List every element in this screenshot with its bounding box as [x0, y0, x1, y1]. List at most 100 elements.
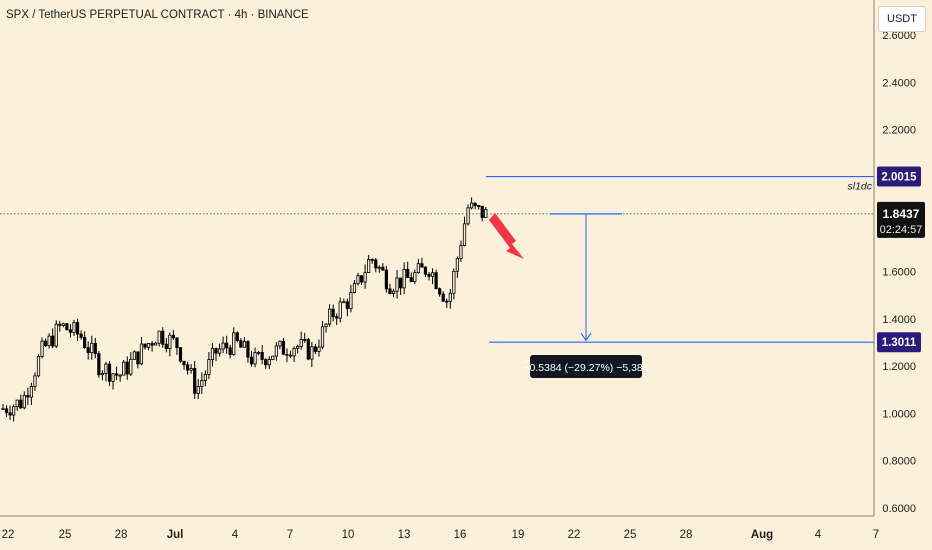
candle-body — [200, 380, 204, 387]
level-bottom-badge-bg — [877, 332, 921, 353]
candle-body — [342, 301, 346, 304]
candle-body — [93, 342, 97, 355]
candle-body — [214, 347, 218, 354]
candle-body — [90, 342, 94, 353]
candle-body — [4, 408, 9, 414]
candle-body — [122, 361, 126, 376]
candle-body — [377, 266, 381, 269]
measure-tooltip-bg — [530, 355, 642, 378]
candle-body — [473, 202, 477, 206]
candle-body — [256, 352, 261, 354]
candle-body — [185, 364, 190, 371]
candle-body — [111, 373, 115, 382]
candle-body — [118, 374, 122, 377]
candle-body — [459, 245, 463, 259]
candle-body — [143, 343, 147, 348]
candle-body — [68, 329, 73, 333]
candle-body — [235, 332, 239, 342]
candle-body — [58, 323, 62, 326]
price-tick-label: 1.4000 — [882, 314, 916, 326]
candle-body — [189, 368, 193, 371]
candle-body — [139, 343, 144, 365]
candle-body — [40, 340, 44, 357]
time-tick-label: 4 — [232, 529, 239, 541]
candle-body — [150, 343, 154, 346]
candle-body — [278, 340, 282, 347]
level-top-badge-bg — [877, 166, 921, 187]
time-tick-label: 16 — [454, 529, 467, 541]
time-tick-label: 13 — [398, 529, 411, 541]
candle-body — [246, 341, 250, 358]
price-tick-label: 2.6000 — [882, 30, 916, 42]
candle-body — [445, 300, 449, 303]
candle-body — [455, 258, 460, 272]
candle-body — [427, 273, 431, 277]
candle-body — [178, 347, 183, 362]
measure-arrowhead — [580, 332, 592, 342]
candle-body — [480, 205, 484, 219]
candle-body — [161, 330, 165, 345]
candle-body — [157, 330, 161, 344]
candle-body — [356, 275, 360, 285]
candle-body — [203, 374, 207, 381]
price-tick-label: 2.2000 — [882, 125, 916, 137]
candle-body — [47, 335, 51, 347]
price-tick-label: 0.6000 — [882, 503, 916, 515]
candle-body — [29, 386, 34, 398]
candle-body — [8, 412, 12, 416]
candle-body — [175, 337, 179, 349]
currency-selector[interactable]: USDT — [878, 6, 926, 32]
candle-body — [331, 308, 335, 318]
price-tick-label: 1.2000 — [882, 361, 916, 373]
candle-body — [125, 361, 129, 375]
candle-body — [132, 351, 136, 360]
candle-body — [129, 358, 133, 375]
candle-body — [299, 339, 303, 347]
candle-body — [384, 269, 389, 290]
candle-body — [182, 360, 186, 366]
candle-body — [395, 277, 399, 292]
candle-body — [19, 399, 23, 409]
time-tick-label: 7 — [873, 529, 879, 541]
candle-body — [462, 223, 467, 246]
candle-body — [239, 340, 243, 348]
candle-body — [285, 353, 289, 356]
candle-body — [193, 368, 197, 394]
time-tick-label: 19 — [512, 529, 525, 541]
candle-body — [452, 270, 456, 294]
candle-body — [83, 337, 87, 349]
candle-body — [210, 347, 215, 360]
candle-body — [36, 356, 41, 377]
candle-body — [33, 375, 37, 387]
candle-body — [434, 272, 438, 290]
candle-body — [154, 342, 158, 346]
candle-body — [345, 301, 349, 310]
candle-body — [367, 259, 371, 273]
candle-body — [61, 323, 65, 326]
candle-body — [15, 399, 19, 408]
level-top-badge: 2.0015 — [881, 172, 917, 184]
candle-body — [75, 322, 80, 335]
candle-body — [288, 354, 293, 357]
candle-body — [370, 259, 374, 261]
time-tick-label: 28 — [115, 529, 128, 541]
candle-body — [22, 394, 26, 409]
candle-body — [207, 359, 211, 375]
candle-body — [441, 293, 445, 302]
chart-title: SPX / TetherUS PERPETUAL CONTRACT · 4h ·… — [6, 9, 309, 21]
candle-body — [398, 277, 403, 289]
candle-body — [228, 347, 232, 355]
candle-body — [97, 353, 101, 376]
candle-body — [72, 322, 76, 333]
candle-body — [469, 202, 474, 209]
level-bottom-badge: 1.3011 — [882, 337, 917, 349]
candle-body — [406, 268, 410, 278]
candle-body — [242, 341, 246, 348]
candle-body — [338, 301, 342, 319]
candle-body — [221, 342, 225, 350]
price-tick-label: 1.0000 — [882, 408, 916, 420]
candle-body — [44, 340, 48, 347]
candle-body — [146, 343, 151, 348]
candle-body — [104, 363, 108, 374]
